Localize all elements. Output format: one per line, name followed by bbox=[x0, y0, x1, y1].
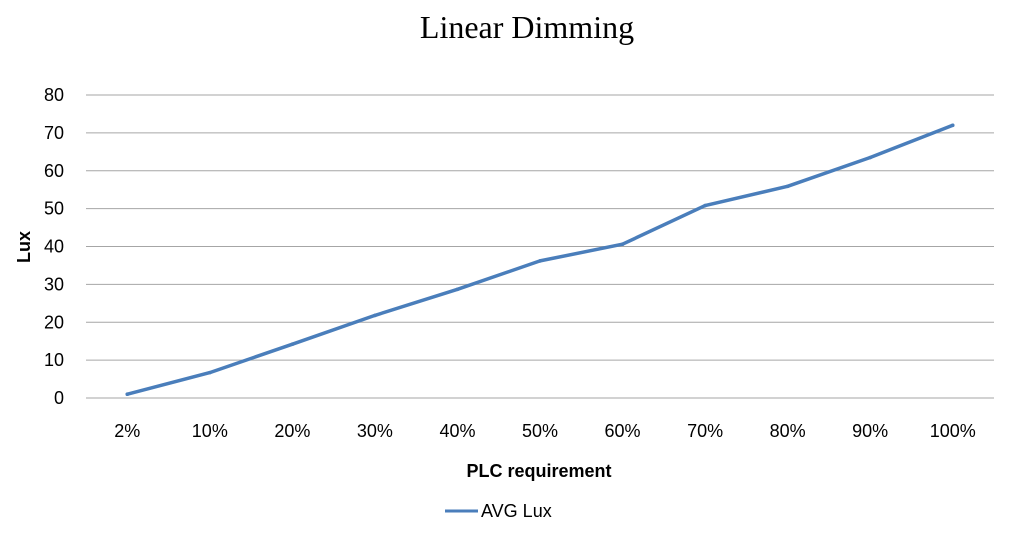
x-tick-label: 50% bbox=[522, 421, 558, 441]
y-tick-label: 60 bbox=[44, 161, 64, 181]
chart-title: Linear Dimming bbox=[420, 9, 634, 45]
y-axis-title: Lux bbox=[14, 231, 34, 263]
data-point bbox=[455, 287, 460, 292]
x-tick-label: 2% bbox=[114, 421, 140, 441]
y-tick-label: 40 bbox=[44, 237, 64, 257]
y-tick-label: 30 bbox=[44, 274, 64, 294]
y-tick-label: 10 bbox=[44, 350, 64, 370]
data-point bbox=[868, 155, 872, 160]
x-tick-label: 70% bbox=[687, 421, 723, 441]
x-tick-label: 30% bbox=[357, 421, 393, 441]
y-tick-label: 80 bbox=[44, 85, 64, 105]
data-point bbox=[703, 203, 707, 208]
data-point bbox=[373, 313, 377, 318]
x-axis-title: PLC requirement bbox=[466, 461, 611, 481]
y-tick-label: 0 bbox=[54, 388, 64, 408]
y-tick-label: 70 bbox=[44, 123, 64, 143]
x-tick-label: 10% bbox=[192, 421, 228, 441]
data-point bbox=[125, 392, 130, 397]
x-tick-label: 60% bbox=[605, 421, 641, 441]
y-tick-label: 50 bbox=[44, 199, 64, 219]
data-point bbox=[538, 259, 542, 263]
x-tick-label: 90% bbox=[852, 421, 888, 441]
x-tick-label: 20% bbox=[274, 421, 310, 441]
data-point bbox=[785, 184, 790, 189]
data-point bbox=[950, 123, 955, 128]
y-axis-ticks: 0 10 20 30 40 50 60 70 80 bbox=[44, 85, 64, 408]
series-layer bbox=[125, 123, 955, 397]
legend: AVG Lux bbox=[445, 501, 552, 521]
data-point bbox=[620, 242, 625, 247]
gridlines bbox=[86, 94, 994, 399]
x-tick-label: 40% bbox=[439, 421, 475, 441]
y-tick-label: 20 bbox=[44, 312, 64, 332]
x-tick-label: 80% bbox=[770, 421, 806, 441]
data-point bbox=[208, 370, 212, 375]
x-axis-ticks: 2% 10% 20% 30% 40% 50% 60% 70% 80% 90% 100% bbox=[114, 421, 975, 441]
data-point bbox=[290, 342, 295, 347]
x-tick-label: 100% bbox=[930, 421, 976, 441]
legend-label: AVG Lux bbox=[481, 501, 552, 521]
